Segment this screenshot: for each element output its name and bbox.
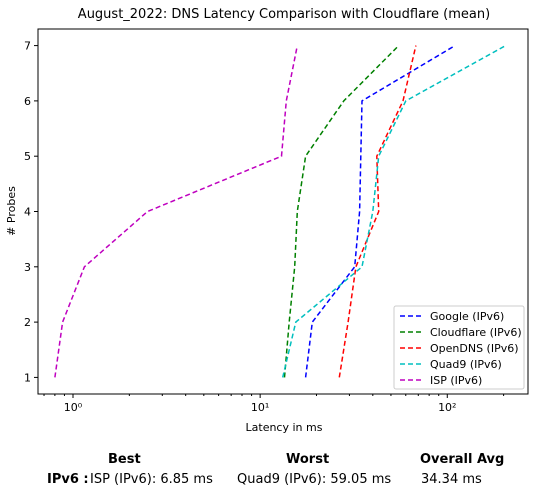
x-tick-label: 10¹ [251, 401, 269, 414]
x-axis-label: Latency in ms [246, 421, 323, 434]
chart-title: August_2022: DNS Latency Comparison with… [78, 7, 490, 22]
best-header: Best [108, 452, 141, 467]
y-tick-label: 1 [24, 371, 31, 384]
y-tick-label: 6 [24, 95, 31, 108]
y-tick-label: 3 [24, 261, 31, 274]
legend-label: OpenDNS (IPv6) [430, 342, 519, 355]
worst-header: Worst [286, 452, 330, 467]
y-tick-label: 4 [24, 206, 31, 219]
x-tick-label: 10² [438, 401, 456, 414]
summary-table: Best Worst Overall Avg IPv6 : ISP (IPv6)… [0, 448, 541, 494]
legend-label: Google (IPv6) [430, 310, 504, 323]
worst-value: Quad9 (IPv6): 59.05 ms [237, 472, 392, 487]
best-value: ISP (IPv6): 6.85 ms [90, 472, 213, 487]
legend: Google (IPv6) Cloudflare (IPv6) OpenDNS (I… [393, 305, 525, 390]
legend-label: Quad9 (IPv6) [430, 358, 502, 371]
y-tick-label: 5 [24, 150, 31, 163]
series-line [283, 45, 400, 378]
overall-avg-value: 34.34 ms [421, 472, 482, 487]
chart: August_2022: DNS Latency Comparison with… [5, 7, 529, 434]
y-axis-label: # Probes [5, 186, 18, 236]
x-tick-label: 10⁰ [64, 401, 83, 414]
series-lines [54, 44, 506, 378]
y-axis: 1 2 3 4 5 6 7 [24, 40, 38, 384]
series-line [304, 44, 456, 378]
row-label: IPv6 : [47, 472, 89, 487]
y-tick-label: 2 [24, 316, 31, 329]
legend-box [393, 305, 525, 390]
x-axis: 10⁰ 10¹ 10² [43, 394, 505, 414]
legend-label: Cloudflare (IPv6) [430, 326, 522, 339]
legend-label: ISP (IPv6) [430, 374, 482, 387]
series-line [281, 44, 506, 378]
series-line [338, 45, 417, 378]
overall-avg-header: Overall Avg [420, 452, 505, 467]
y-tick-label: 7 [24, 40, 31, 53]
